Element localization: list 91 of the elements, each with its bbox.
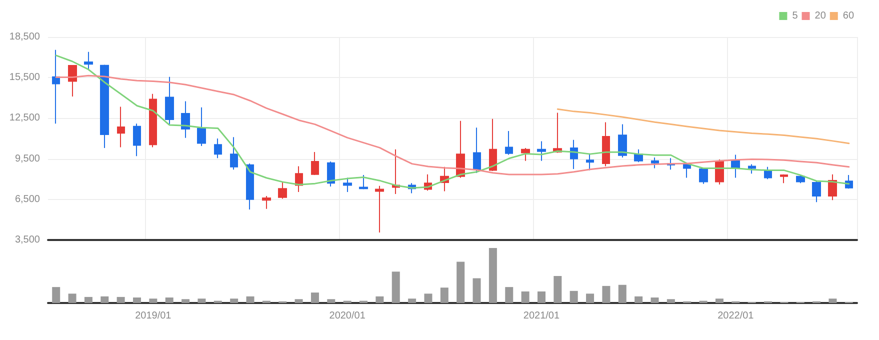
bar	[182, 299, 190, 303]
candlestick	[618, 124, 627, 158]
x-tick-label: 2019/01	[135, 310, 172, 322]
candlestick	[165, 76, 174, 125]
bar	[570, 290, 578, 303]
bar	[537, 291, 546, 303]
candlestick	[197, 106, 206, 146]
bar	[472, 278, 481, 303]
bar	[84, 296, 92, 303]
bar	[456, 262, 465, 303]
candlestick	[214, 138, 222, 159]
bar	[165, 298, 174, 303]
y-tick-label: 15,500	[9, 72, 40, 84]
candlestick	[699, 167, 708, 184]
bar	[424, 294, 432, 303]
candlestick	[311, 152, 319, 176]
candlestick	[586, 152, 594, 171]
bar	[650, 298, 659, 303]
candlestick	[521, 147, 530, 162]
candlestick	[262, 196, 271, 210]
candlestick	[748, 164, 756, 174]
bar	[52, 287, 60, 303]
y-tick-label: 18,500	[9, 32, 40, 42]
legend-label: 60	[842, 10, 854, 22]
candlestick	[489, 118, 497, 172]
bar	[132, 298, 141, 303]
candlestick	[505, 130, 513, 156]
candlestick	[392, 148, 400, 194]
y-tick-label: 12,500	[9, 112, 40, 124]
x-tick-label: 2021/01	[523, 310, 560, 322]
y-tick-label: 6,500	[14, 194, 40, 205]
legend-label: 20	[814, 10, 826, 22]
legend-label: 5	[792, 10, 798, 22]
line-series	[55, 74, 850, 176]
x-tick-label: 2020/01	[329, 310, 366, 322]
bar	[230, 298, 238, 303]
candlestick	[133, 123, 141, 157]
candlestick	[602, 122, 610, 167]
bar	[715, 298, 724, 303]
bar	[68, 294, 76, 303]
candlestick	[52, 49, 60, 124]
candlestick	[230, 136, 238, 170]
candlestick	[327, 161, 335, 188]
candlestick	[100, 64, 109, 148]
bar	[440, 288, 448, 303]
candlestick	[149, 93, 157, 148]
bar	[666, 299, 675, 303]
bar	[488, 248, 497, 303]
candlestick	[343, 177, 352, 192]
bar	[246, 296, 254, 303]
candlestick	[246, 163, 254, 210]
bar	[554, 276, 562, 303]
bar	[505, 287, 514, 303]
y-tick-label: 9,500	[14, 153, 40, 164]
candlestick	[828, 174, 837, 201]
candlestick	[278, 181, 287, 200]
y-tick-label: 3,500	[14, 234, 40, 246]
candlestick	[375, 185, 384, 234]
line-series	[556, 108, 850, 144]
bar	[521, 291, 530, 303]
candlestick	[764, 166, 772, 180]
candlestick	[68, 64, 77, 98]
bar	[149, 298, 158, 303]
bar	[100, 296, 109, 303]
bar	[828, 298, 837, 303]
candlestick	[537, 140, 546, 162]
bar	[634, 296, 643, 303]
bar	[602, 286, 610, 303]
candlestick	[731, 154, 740, 178]
bar	[198, 298, 206, 303]
candlestick	[651, 156, 659, 169]
candlestick	[181, 100, 190, 138]
bar	[116, 296, 125, 303]
line-series	[55, 54, 850, 189]
bar	[618, 284, 626, 303]
candlestick	[634, 148, 643, 163]
bar	[586, 294, 594, 303]
candlestick	[84, 51, 93, 71]
bar	[310, 292, 319, 303]
candlestick	[359, 174, 368, 190]
candlestick	[812, 180, 821, 203]
bar	[408, 298, 416, 303]
bar	[376, 296, 384, 303]
candlestick	[715, 158, 724, 186]
candlestick	[117, 106, 125, 148]
bar	[294, 299, 303, 303]
bar	[392, 272, 400, 303]
bar	[327, 299, 336, 303]
candlestick	[780, 174, 788, 184]
x-tick-label: 2022/01	[718, 310, 754, 322]
candlestick	[796, 174, 805, 184]
